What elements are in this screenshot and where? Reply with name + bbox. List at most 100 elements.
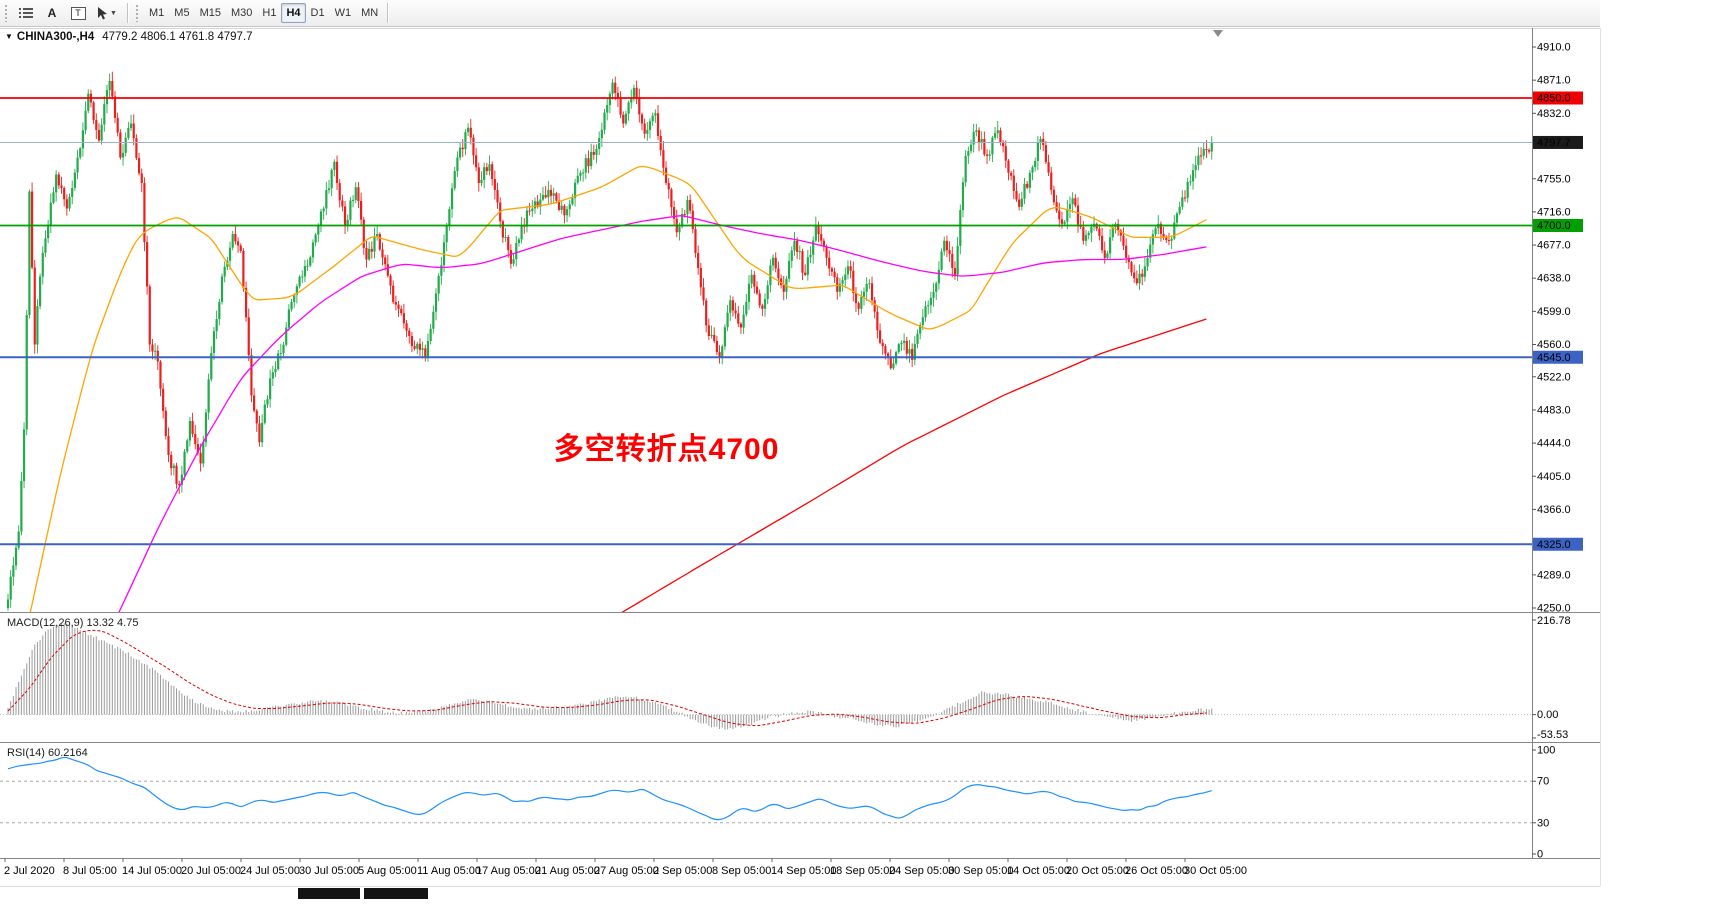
window-bottom-edge xyxy=(0,886,1600,887)
chevron-down-icon: ▼ xyxy=(110,9,117,17)
time-axis-label: 20 Jul 05:00 xyxy=(181,865,241,877)
taskbar-fragment-1 xyxy=(298,888,360,899)
ma-medium-magenta[interactable] xyxy=(115,215,1207,621)
timeframe-button-m5[interactable]: M5 xyxy=(169,3,194,23)
candles xyxy=(6,71,1213,611)
rsi-axis-tick: 0 xyxy=(1537,849,1543,861)
time-axis-label: 26 Oct 05:00 xyxy=(1125,865,1188,877)
chart-canvas: 4910.0 4871.0 4832.0 4755.0 4716.0 4677.0 4638… xyxy=(0,28,1601,886)
chart-shift-marker[interactable] xyxy=(1213,30,1223,37)
chart-text-annotation[interactable]: 多空转折点4700 xyxy=(553,432,780,466)
rsi-axis-tick: 70 xyxy=(1537,776,1549,788)
rsi-panel: 100 70 30 0 xyxy=(0,745,1555,861)
time-axis-label: 24 Sep 05:00 xyxy=(889,865,954,877)
macd-panel: 216.78 0.00 -53.53 xyxy=(0,615,1571,741)
price-axis-tick: 4755.0 xyxy=(1537,173,1571,185)
time-axis-label: 2 Sep 05:00 xyxy=(653,865,712,877)
price-badge xyxy=(1533,350,1583,364)
price-badge xyxy=(1533,219,1583,232)
objects-list-button[interactable] xyxy=(14,3,38,24)
timeframe-button-mn[interactable]: MN xyxy=(356,3,383,23)
cursor-arrow-icon xyxy=(98,6,108,19)
list-lines-icon xyxy=(19,8,33,18)
chart-title: ▼ CHINA300-,H4 4779.2 4806.1 4761.8 4797.7 xyxy=(5,31,253,43)
price-axis-tick: 4560.0 xyxy=(1537,339,1571,351)
price-axis-tick: 4871.0 xyxy=(1537,75,1571,87)
macd-indicator-label: MACD(12,26,9) 13.32 4.75 xyxy=(7,617,139,629)
price-axis-tick: 4832.0 xyxy=(1537,108,1571,120)
price-badge-text: 4797.7 xyxy=(1537,137,1571,149)
time-axis-label: 11 Aug 05:00 xyxy=(417,865,481,877)
price-axis: 4910.0 4871.0 4832.0 4755.0 4716.0 4677.0 4638… xyxy=(1532,42,1583,615)
price-axis-tick: 4405.0 xyxy=(1537,471,1571,483)
timeframe-button-h1[interactable]: H1 xyxy=(257,3,281,23)
arrow-tool-button[interactable]: ▼ xyxy=(92,3,122,24)
timeframe-button-m1[interactable]: M1 xyxy=(144,3,169,23)
timeframe-button-d1[interactable]: D1 xyxy=(306,3,330,23)
time-axis-label: 30 Sep 05:00 xyxy=(948,865,1013,877)
ma-slow-red[interactable] xyxy=(618,318,1207,615)
time-axis-label: 24 Jul 05:00 xyxy=(240,865,300,877)
time-axis-label: 30 Jul 05:00 xyxy=(299,865,359,877)
ohlc-values: 4779.2 4806.1 4761.8 4797.7 xyxy=(102,31,253,43)
price-axis-tick: 4250.0 xyxy=(1537,603,1571,615)
time-axis-label: 14 Sep 05:00 xyxy=(771,865,836,877)
price-axis-tick: 4599.0 xyxy=(1537,306,1571,318)
horizontal-line-objects xyxy=(0,97,1532,546)
toolbar-drag-handle[interactable] xyxy=(4,4,9,22)
price-axis-tick: 4638.0 xyxy=(1537,273,1571,285)
rsi-indicator-label: RSI(14) 60.2164 xyxy=(7,747,88,759)
time-axis-label: 8 Jul 05:00 xyxy=(63,865,117,877)
text-tool-button[interactable]: A xyxy=(40,3,64,24)
chart-region: 4910.0 4871.0 4832.0 4755.0 4716.0 4677.0 4638… xyxy=(0,28,1723,899)
time-axis-label: 5 Aug 05:00 xyxy=(358,865,417,877)
main-toolbar: A T ▼ M1 M5 M15 M30 H1 H4 D1 W1 MN xyxy=(0,0,1600,27)
macd-axis-tick: 216.78 xyxy=(1537,615,1571,627)
price-axis-tick: 4677.0 xyxy=(1537,240,1571,252)
price-axis-tick: 4522.0 xyxy=(1537,371,1571,383)
timeframe-button-group: M1 M5 M15 M30 H1 H4 D1 W1 MN xyxy=(144,3,383,23)
time-axis: 2 Jul 2020 8 Jul 05:00 14 Jul 05:00 20 Jul … xyxy=(4,858,1247,877)
timeframe-button-m15[interactable]: M15 xyxy=(195,3,226,23)
moving-averages xyxy=(29,165,1207,621)
price-badge-text: 4700.0 xyxy=(1537,220,1571,232)
macd-axis-tick: 0.00 xyxy=(1537,709,1558,721)
symbol-period-label: CHINA300-,H4 xyxy=(16,31,95,43)
rsi-axis-tick: 100 xyxy=(1537,745,1555,757)
timeframe-button-h4[interactable]: H4 xyxy=(281,3,306,23)
price-axis-tick: 4366.0 xyxy=(1537,504,1571,516)
ma-fast-orange[interactable] xyxy=(29,165,1207,616)
macd-signal-line xyxy=(7,629,1207,727)
rsi-axis-tick: 30 xyxy=(1537,817,1549,829)
price-axis-tick: 4910.0 xyxy=(1537,42,1571,54)
macd-axis-tick: -53.53 xyxy=(1537,729,1568,741)
time-axis-label: 14 Jul 05:00 xyxy=(122,865,182,877)
price-badge-text: 4325.0 xyxy=(1537,539,1571,551)
time-axis-label: 20 Oct 05:00 xyxy=(1066,865,1129,877)
time-axis-label: 2 Jul 2020 xyxy=(4,865,55,877)
timeframe-toolbar-drag-handle[interactable] xyxy=(135,4,140,22)
time-axis-label: 27 Aug 05:00 xyxy=(594,865,659,877)
toolbar-separator-2 xyxy=(387,3,390,23)
taskbar-fragment-2 xyxy=(364,888,428,899)
price-badge xyxy=(1533,537,1583,551)
price-badge xyxy=(1533,91,1583,105)
time-axis-label: 21 Aug 05:00 xyxy=(535,865,600,877)
rsi-line xyxy=(7,756,1212,821)
time-axis-label: 17 Aug 05:00 xyxy=(476,865,541,877)
price-axis-tick: 4483.0 xyxy=(1537,404,1571,416)
time-axis-label: 18 Sep 05:00 xyxy=(830,865,895,877)
timeframe-button-m30[interactable]: M30 xyxy=(226,3,257,23)
one-click-trading-icon[interactable]: ▼ xyxy=(5,32,13,41)
timeframe-button-w1[interactable]: W1 xyxy=(330,3,357,23)
price-axis-tick: 4716.0 xyxy=(1537,206,1571,218)
text-tool-icon: A xyxy=(47,6,57,20)
time-axis-label: 14 Oct 05:00 xyxy=(1007,865,1070,877)
price-badge-text: 4850.0 xyxy=(1537,93,1571,105)
price-axis-tick: 4289.0 xyxy=(1537,569,1571,581)
time-axis-label: 8 Sep 05:00 xyxy=(712,865,771,877)
price-axis-tick: 4444.0 xyxy=(1537,438,1571,450)
toolbar-separator xyxy=(127,3,129,23)
time-axis-label: 30 Oct 05:00 xyxy=(1184,865,1247,877)
label-tool-button[interactable]: T xyxy=(66,3,90,24)
